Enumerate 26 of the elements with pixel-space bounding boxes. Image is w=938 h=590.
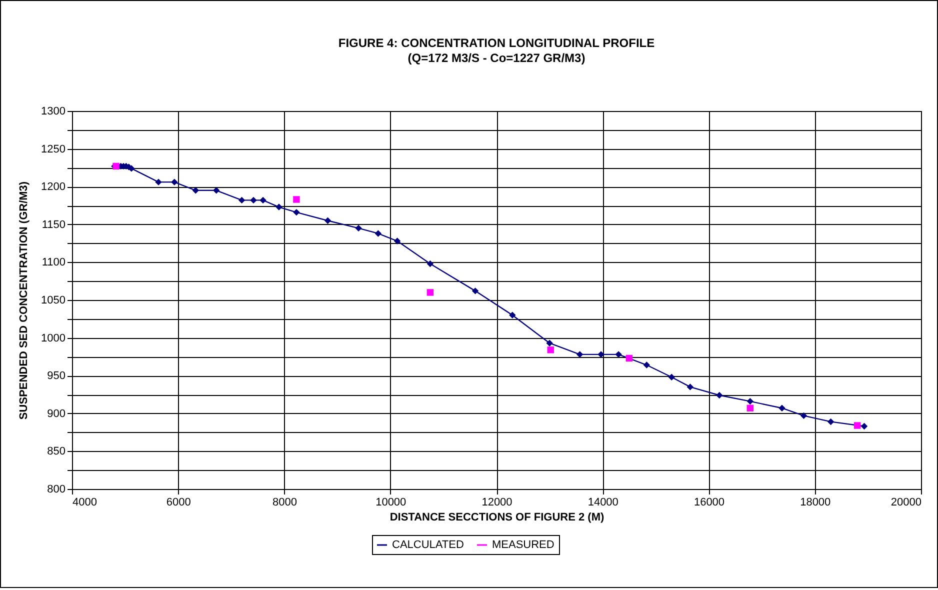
y-tick-label: 1150 [42,218,66,231]
x-tick-label: 20000 [890,496,922,508]
x-tick-label: 6000 [166,496,191,508]
x-tick-label: 16000 [694,496,725,508]
x-tick-label: 4000 [72,496,97,508]
chart-subtitle: (Q=172 M3/S - Co=1227 GR/M3) [408,51,586,65]
x-tick-label: 10000 [376,496,406,508]
y-tick-label: 950 [47,370,66,382]
chart-title: FIGURE 4: CONCENTRATION LONGITUDINAL PROFILE [338,36,655,50]
x-axis-title: DISTANCE SECCTIONS OF FIGURE 2 (M) [390,512,604,524]
x-tick-label: 8000 [272,496,297,508]
y-tick-label: 1200 [41,181,66,194]
x-tick-label: 14000 [588,496,618,508]
y-tick-label: 1300 [41,106,66,118]
y-tick-label: 1000 [41,332,66,344]
x-tick-label: 18000 [800,496,831,508]
legend-label: CALCULATED [392,539,464,551]
y-tick-label: 1250 [41,143,66,156]
y-tick-label: 800 [47,484,66,496]
y-tick-label: 850 [47,446,66,458]
y-tick-label: 900 [47,408,66,420]
x-tick-label: 12000 [482,496,512,508]
y-tick-label: 1100 [42,256,66,269]
y-tick-label: 1050 [41,294,66,306]
legend-label: MEASURED [492,539,554,551]
y-axis-title: SUSPENDED SED CONCENTRATION (GR/M3) [18,181,30,420]
